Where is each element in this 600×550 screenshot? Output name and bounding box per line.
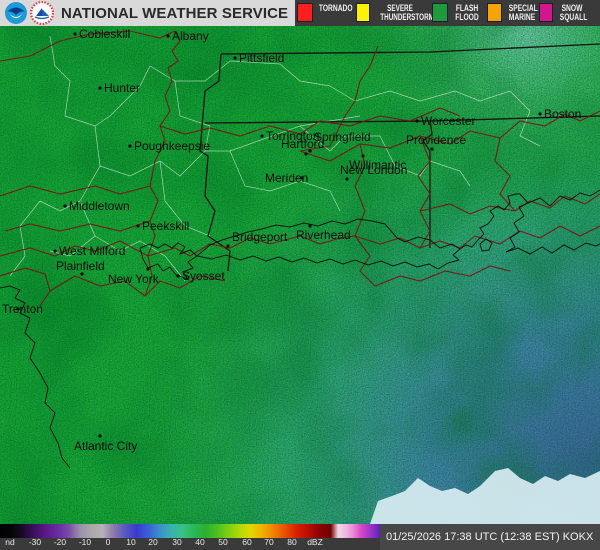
svg-text:New London: New London	[340, 163, 407, 177]
svg-text:Pittsfield: Pittsfield	[239, 51, 284, 65]
svg-text:Plainfield: Plainfield	[56, 259, 105, 273]
svg-text:Middletown: Middletown	[69, 199, 130, 213]
svg-text:Albany: Albany	[172, 29, 209, 43]
svg-text:Worcester: Worcester	[421, 114, 475, 128]
svg-text:Trenton: Trenton	[2, 302, 43, 316]
svg-text:Riverhead: Riverhead	[296, 228, 351, 242]
svg-text:Meriden: Meriden	[265, 171, 308, 185]
svg-text:Peekskill: Peekskill	[142, 219, 189, 233]
svg-text:Bridgeport: Bridgeport	[232, 230, 288, 244]
svg-text:Hartford: Hartford	[281, 137, 324, 151]
svg-text:New York: New York	[108, 272, 160, 286]
svg-text:Cobleskill: Cobleskill	[79, 27, 130, 41]
svg-text:Providence: Providence	[406, 133, 466, 147]
svg-text:Boston: Boston	[544, 107, 581, 121]
svg-text:Poughkeepsie: Poughkeepsie	[134, 139, 210, 153]
svg-text:Hunter: Hunter	[104, 81, 140, 95]
svg-text:Syosset: Syosset	[182, 269, 225, 283]
svg-text:Atlantic City: Atlantic City	[74, 439, 137, 453]
svg-text:West Milford: West Milford	[59, 244, 125, 258]
